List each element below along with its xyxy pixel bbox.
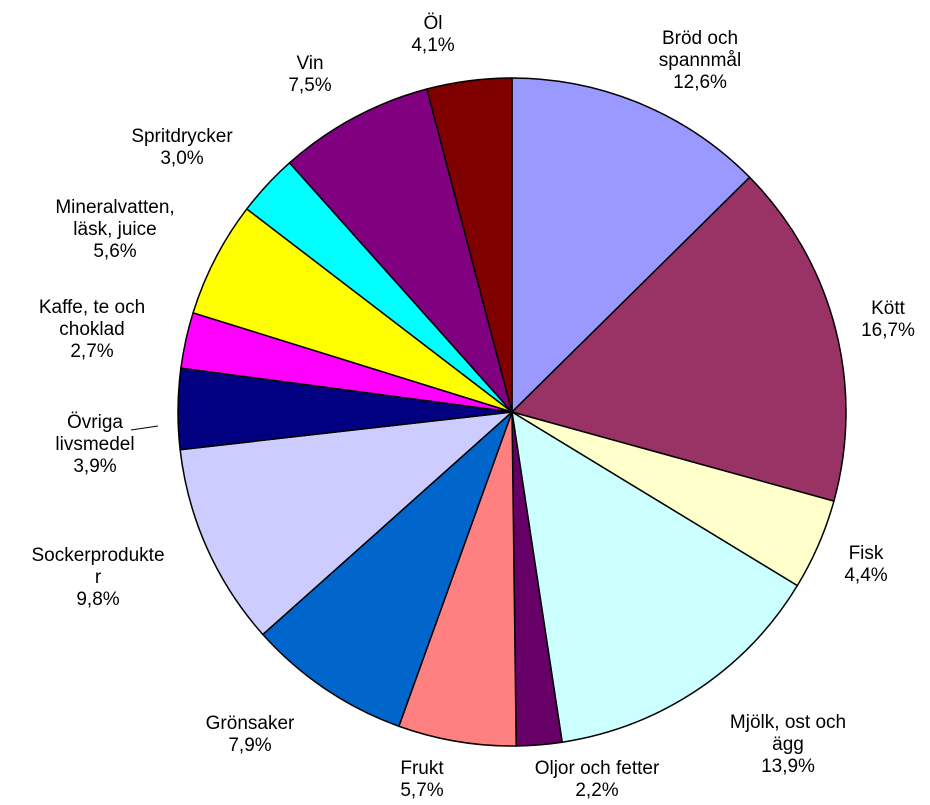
category-label: Spritdrycker	[131, 126, 233, 147]
value-label: 5,6%	[93, 241, 137, 262]
value-label: 3,9%	[73, 456, 117, 477]
category-label: Öl	[423, 13, 443, 34]
value-label: 4,1%	[411, 35, 455, 56]
value-label: 3,0%	[160, 148, 204, 169]
leader-line	[130, 425, 159, 431]
slice-label: Mineralvatten, läsk, juice 5,6%	[15, 197, 215, 263]
pie-slice	[261, 411, 513, 728]
value-label: 9,8%	[76, 589, 120, 610]
value-label: 5,7%	[400, 780, 444, 801]
slice-label: Vin 7,5%	[210, 53, 410, 97]
value-label: 12,6%	[673, 72, 727, 93]
category-label: Oljor och fetter	[534, 758, 660, 779]
category-label: Frukt	[400, 758, 444, 779]
category-label: Övriga livsmedel	[55, 412, 135, 455]
value-label: 16,7%	[861, 320, 915, 341]
value-label: 4,4%	[844, 565, 888, 586]
category-label: Kött	[871, 298, 905, 319]
slice-label: Spritdrycker 3,0%	[82, 126, 282, 170]
value-label: 7,9%	[228, 735, 272, 756]
slice-label: Oljor och fetter 2,2%	[497, 758, 697, 802]
value-label: 2,2%	[575, 780, 619, 801]
value-label: 7,5%	[288, 75, 332, 96]
slice-label: Fisk 4,4%	[766, 543, 930, 587]
value-label: 2,7%	[70, 341, 114, 362]
category-label: Mjölk, ost och ägg	[729, 712, 847, 755]
slice-label: Kött 16,7%	[788, 298, 930, 342]
pie-slice	[511, 77, 751, 414]
category-label: Fisk	[848, 543, 884, 564]
pie-slice	[511, 410, 799, 744]
category-label: Mineralvatten, läsk, juice	[55, 197, 175, 240]
slice-label: Grönsaker 7,9%	[150, 713, 350, 757]
slice-label: Övriga livsmedel 3,9%	[0, 412, 195, 478]
category-label: Grönsaker	[205, 713, 295, 734]
value-label: 13,9%	[761, 756, 815, 777]
slice-label: Kaffe, te och choklad 2,7%	[0, 297, 192, 363]
pie-slice	[510, 176, 847, 503]
slice-label: Sockerprodukte r 9,8%	[0, 545, 198, 611]
slice-label: Bröd och spannmål 12,6%	[600, 28, 800, 94]
slice-label: Frukt 5,7%	[322, 758, 522, 802]
slice-label: Mjölk, ost och ägg 13,9%	[688, 712, 888, 778]
pie-slice	[425, 77, 513, 413]
category-label: Kaffe, te och choklad	[38, 297, 146, 340]
slice-label: Öl 4,1%	[333, 13, 533, 57]
category-label: Vin	[296, 53, 324, 74]
category-label: Bröd och spannmål	[658, 28, 742, 71]
pie-slice	[288, 88, 513, 413]
category-label: Sockerprodukte r	[31, 545, 165, 588]
pie-slice	[179, 410, 515, 636]
